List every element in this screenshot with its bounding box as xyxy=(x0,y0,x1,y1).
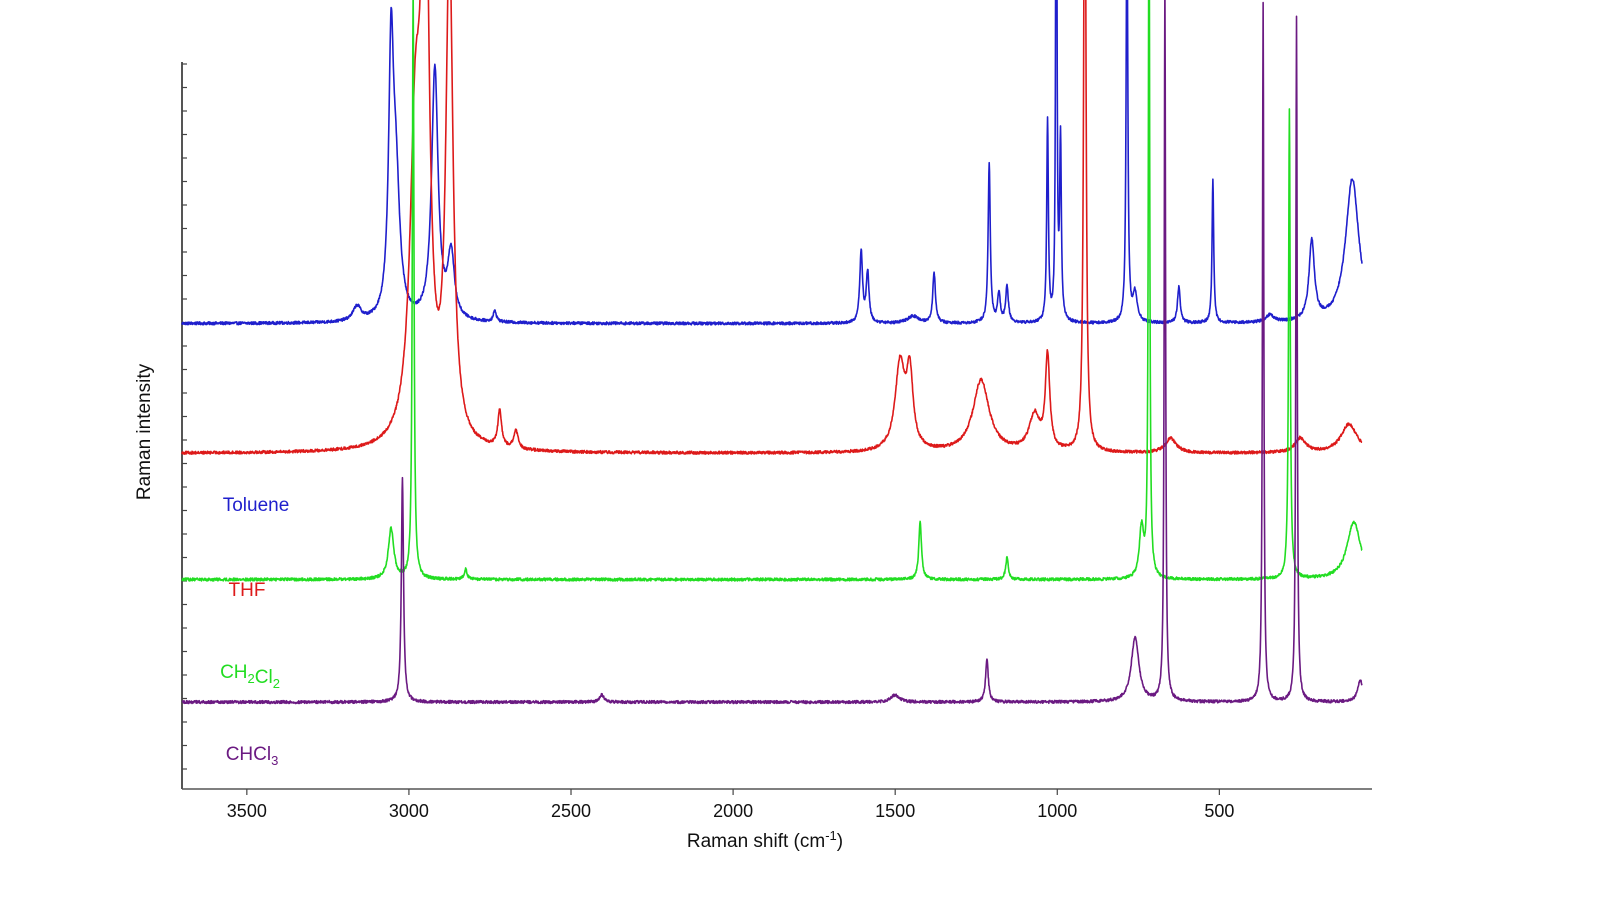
series-label-ch2cl2: CH2Cl2 xyxy=(220,662,280,691)
series-line-thf xyxy=(181,0,1363,455)
x-axis-title-sup: -1 xyxy=(825,828,837,843)
x-tick-label: 3000 xyxy=(389,801,429,821)
x-tick-label: 2500 xyxy=(551,801,591,821)
series-line-ch2cl2 xyxy=(181,0,1363,582)
x-axis-title: Raman shift (cm-1) xyxy=(687,828,843,852)
x-tick-label: 1500 xyxy=(875,801,915,821)
x-axis-title-end: ) xyxy=(837,831,843,852)
series-label-thf: THF xyxy=(229,580,266,601)
x-axis-ticks: 3500 3000 2500 2000 1500 1000 500 xyxy=(227,789,1234,821)
x-tick-label: 2000 xyxy=(713,801,753,821)
x-tick-label: 3500 xyxy=(227,801,267,821)
series-label-text: CH xyxy=(220,662,247,683)
spectra xyxy=(181,0,1363,705)
x-tick-label: 1000 xyxy=(1037,801,1077,821)
series-label-text: THF xyxy=(229,580,266,601)
y-axis-title: Raman intensity xyxy=(134,363,155,500)
series-line-toluene xyxy=(181,0,1363,326)
series-label-text: Toluene xyxy=(223,495,290,516)
x-axis-title-main: Raman shift (cm xyxy=(687,831,825,852)
series-label-text: CHCl xyxy=(226,744,271,765)
series-label-subscript: 3 xyxy=(271,753,278,768)
x-tick-label: 500 xyxy=(1204,801,1234,821)
series-label-chcl3: CHCl3 xyxy=(226,744,279,768)
series-line-chcl3 xyxy=(181,0,1363,705)
series-label-subscript: 2 xyxy=(248,671,255,686)
series-label-toluene: Toluene xyxy=(223,495,290,516)
plot-frame xyxy=(181,62,1372,790)
series-label-text: Cl xyxy=(255,667,273,688)
series-label-subscript: 2 xyxy=(273,676,280,691)
